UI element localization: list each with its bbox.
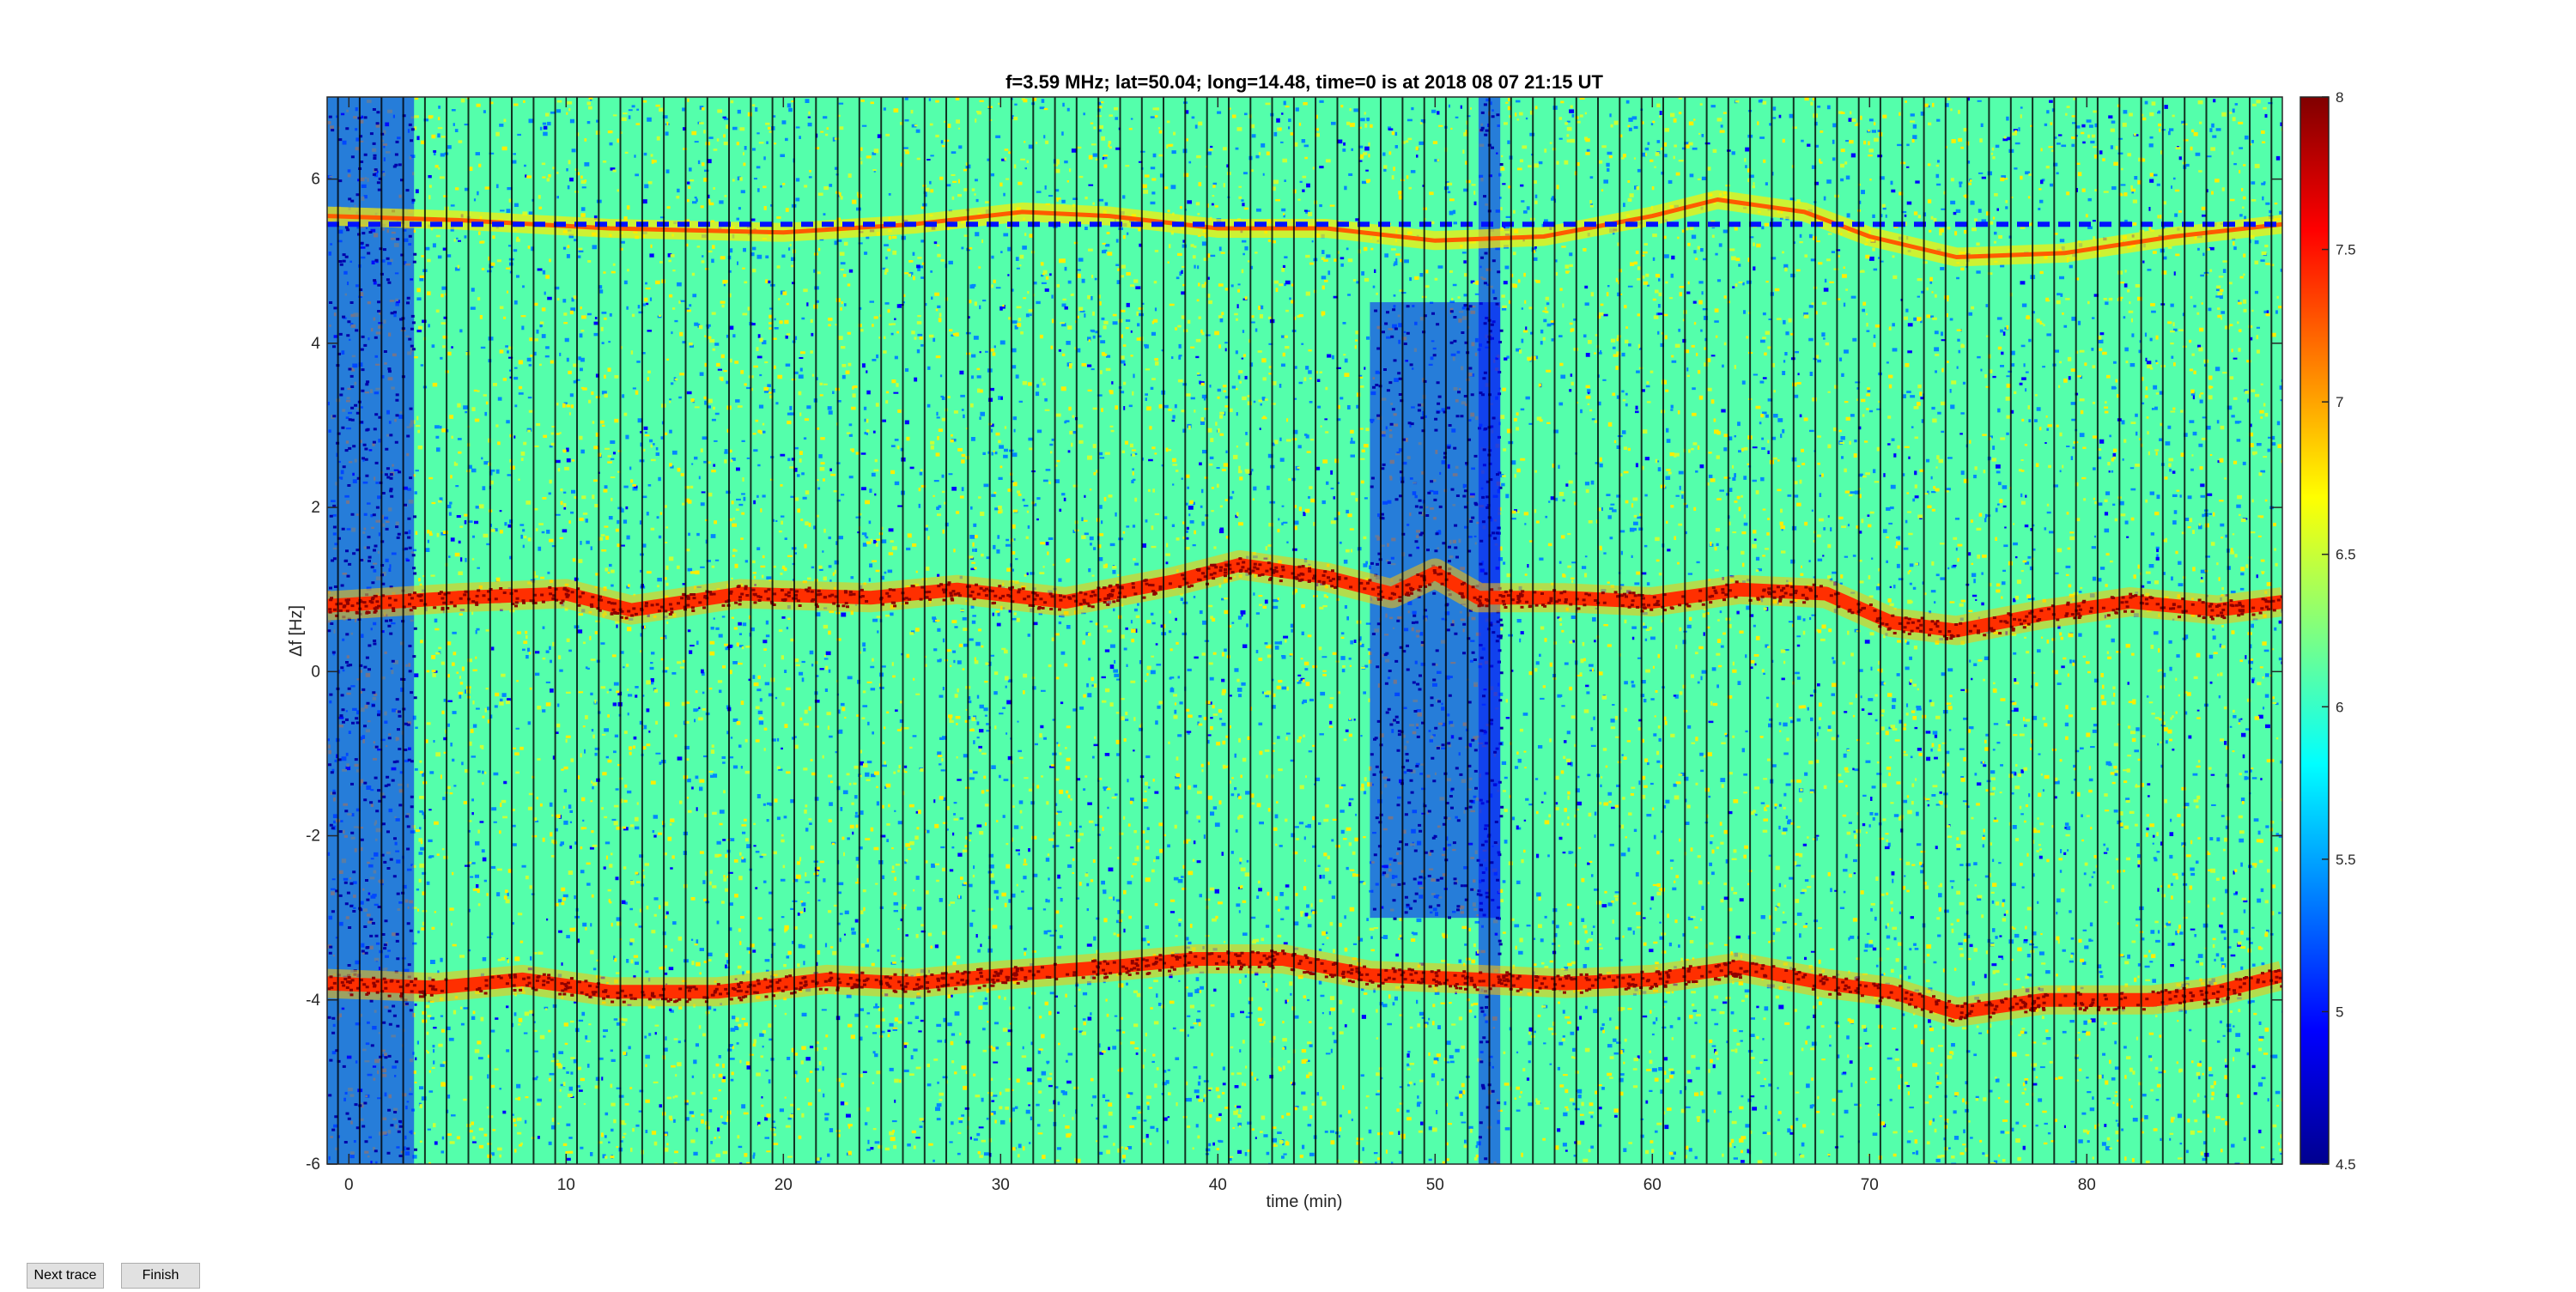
trace-core-1 (327, 952, 2282, 1020)
heatmap-plot (327, 97, 2282, 1164)
separator-lines (337, 97, 2273, 1164)
colorbar-tick-label: 7 (2336, 394, 2343, 410)
axes-frame (326, 96, 2283, 1165)
y-axis-label: Δf [Hz] (287, 605, 306, 657)
minute-separators (337, 97, 2273, 1164)
next-trace-button[interactable]: Next trace (27, 1263, 104, 1289)
y-tick-label: -4 (306, 992, 320, 1010)
y-tick-label: 6 (311, 171, 320, 189)
x-tick-label: 50 (1426, 1176, 1444, 1194)
x-tick-label: 60 (1643, 1176, 1662, 1194)
finish-button[interactable]: Finish (121, 1263, 200, 1289)
low-zone-0 (327, 97, 415, 1164)
colorbar: 4.5 5 5.5 6 6.5 7 7.5 8 (2300, 89, 2356, 1173)
colorbar-ticks: 4.5 5 5.5 6 6.5 7 7.5 8 (2322, 89, 2356, 1173)
y-tick-label: 0 (311, 663, 320, 681)
y-tick-label: -2 (306, 828, 320, 846)
x-tick-label: 40 (1209, 1176, 1227, 1194)
trace-core-0 (327, 558, 2282, 638)
x-axis-ticks: 0 10 20 30 40 50 60 70 80 (344, 97, 2096, 1194)
colorbar-tick-label: 5 (2336, 1004, 2343, 1020)
trace-core-2 (327, 197, 2282, 259)
doppler-traces (327, 190, 2282, 1028)
colorbar-tick-label: 5.5 (2336, 852, 2356, 868)
y-tick-label: 4 (311, 335, 320, 353)
colorbar-tick-label: 8 (2336, 89, 2343, 106)
x-tick-label: 30 (992, 1176, 1010, 1194)
colorbar-tick-label: 7.5 (2336, 242, 2356, 258)
x-axis-label: time (min) (1267, 1192, 1343, 1211)
low-zone-speckle-1 (1370, 302, 1504, 920)
x-tick-label: 70 (1861, 1176, 1879, 1194)
colorbar-tick-label: 6 (2336, 699, 2343, 715)
x-tick-label: 0 (344, 1176, 354, 1194)
chart-title: f=3.59 MHz; lat=50.04; long=14.48, time=… (1005, 71, 1603, 93)
colorbar-gradient (2300, 96, 2330, 1165)
y-tick-label: -6 (306, 1156, 320, 1174)
x-tick-label: 20 (775, 1176, 793, 1194)
colorbar-tick-label: 6.5 (2336, 547, 2356, 563)
y-tick-label: 2 (311, 499, 320, 517)
colorbar-tick-label: 4.5 (2336, 1156, 2356, 1173)
x-tick-label: 10 (557, 1176, 575, 1194)
x-tick-label: 80 (2078, 1176, 2096, 1194)
y-axis-ticks: -6 -4 -2 0 2 4 6 (306, 171, 2282, 1174)
